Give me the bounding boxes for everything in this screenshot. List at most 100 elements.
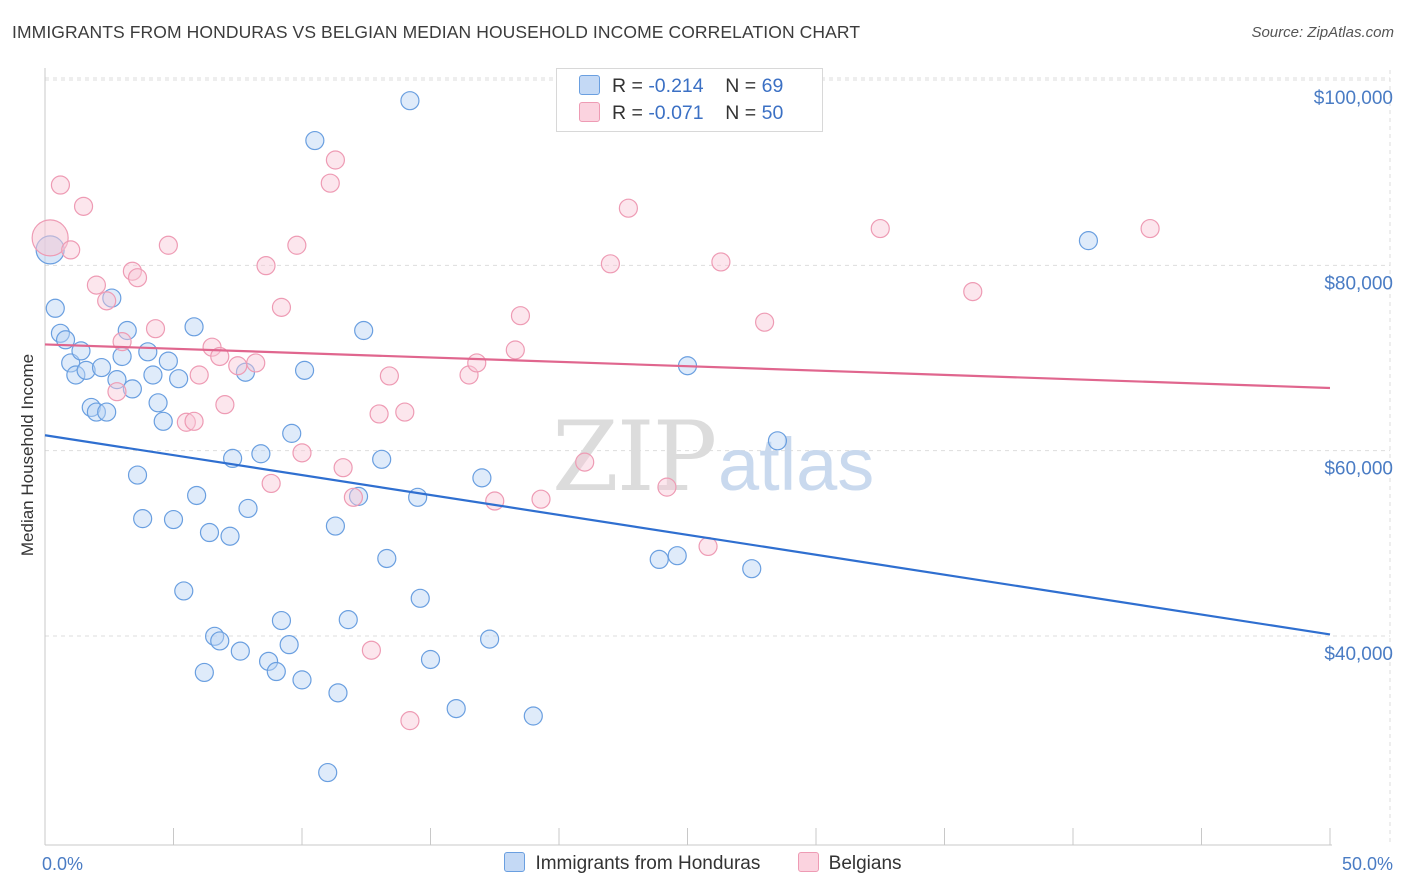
legend-item-honduras[interactable]: Immigrants from Honduras [504,852,760,875]
data-point [153,411,173,431]
data-point [649,549,669,570]
data-point [50,175,71,195]
data-point [420,649,441,670]
data-point [600,254,621,274]
stats-legend: R = -0.214 N = 69 R = -0.071 N = 50 [556,68,823,132]
data-point [266,661,286,682]
data-point [505,340,525,360]
data-point [31,219,69,257]
r-label: R = [612,75,643,97]
data-point [176,412,196,432]
data-point [271,610,292,631]
y-tick-label: $40,000 [1324,644,1393,665]
data-point [189,365,209,385]
data-point [395,402,415,422]
data-point [220,526,240,546]
data-point [133,509,153,529]
data-point [184,317,204,337]
data-point [446,698,466,719]
watermark-zip: ZIP [552,401,715,513]
legend-label-honduras: Immigrants from Honduras [535,853,761,874]
data-point [271,297,292,317]
data-point [333,458,353,478]
data-point [963,282,983,302]
data-point [523,706,543,726]
data-point [292,670,312,690]
data-point [287,235,307,255]
y-tick-labels: $40,000 $60,000 $80,000 $100,000 [1314,88,1393,665]
honduras-legend-swatch [504,852,526,872]
data-point [230,641,250,661]
data-point [158,235,178,255]
data-point [292,443,312,463]
data-point [215,395,235,415]
data-point [354,320,374,341]
trend-lines [44,343,1331,636]
r-value-belgians: -0.071 [648,102,704,124]
y-tick-label: $100,000 [1314,88,1393,109]
data-point [372,449,392,469]
watermark: ZIP atlas [552,401,874,513]
data-point [199,522,220,543]
data-point [210,631,230,651]
data-point [127,268,148,288]
data-point [184,411,204,431]
n-value-honduras: 69 [761,75,784,97]
belgians-legend-swatch [797,852,819,872]
data-point [158,351,178,371]
data-point [138,342,158,362]
data-point [510,306,531,326]
n-label: N = [725,102,757,124]
n-label: N = [725,75,757,97]
legend-label-belgians: Belgians [828,853,902,874]
trend-line-0 [44,434,1331,636]
data-point [238,498,258,519]
data-point [107,382,127,402]
data-point [228,356,248,376]
y-tick-label: $60,000 [1324,459,1393,480]
data-point [485,491,505,511]
data-point [210,346,230,367]
axes [44,68,1332,846]
series-points-1 [31,150,1160,731]
data-point [169,369,189,389]
data-point [361,640,381,660]
data-point [61,240,81,260]
belgians-swatch [579,102,600,122]
data-point [282,423,302,443]
chart-title: IMMIGRANTS FROM HONDURAS VS BELGIAN MEDI… [12,22,861,42]
data-point [320,173,340,193]
data-point [377,548,397,569]
data-point [143,365,163,385]
data-point [148,393,168,413]
data-point [575,452,595,472]
data-point [261,473,281,494]
data-point [194,662,214,683]
y-tick-label: $80,000 [1324,273,1393,294]
data-point [66,365,86,385]
legend-item-belgians[interactable]: Belgians [797,852,902,875]
data-point [410,588,430,608]
data-point [97,402,117,422]
data-point [467,353,487,373]
data-point [45,298,65,318]
data-point [1140,218,1160,239]
data-point [400,711,420,731]
data-point [754,312,775,332]
data-point [251,444,271,464]
r-value-honduras: -0.214 [648,75,704,97]
data-point [279,635,299,655]
data-point [325,516,346,536]
data-point [97,291,117,311]
data-point [76,360,96,380]
data-point [102,288,122,308]
data-point [870,218,890,239]
data-point [256,256,276,276]
data-point [117,320,137,341]
trend-line-1 [44,343,1331,390]
data-point [246,353,266,373]
data-point [86,275,107,295]
data-point [767,431,788,451]
data-point [127,465,148,485]
